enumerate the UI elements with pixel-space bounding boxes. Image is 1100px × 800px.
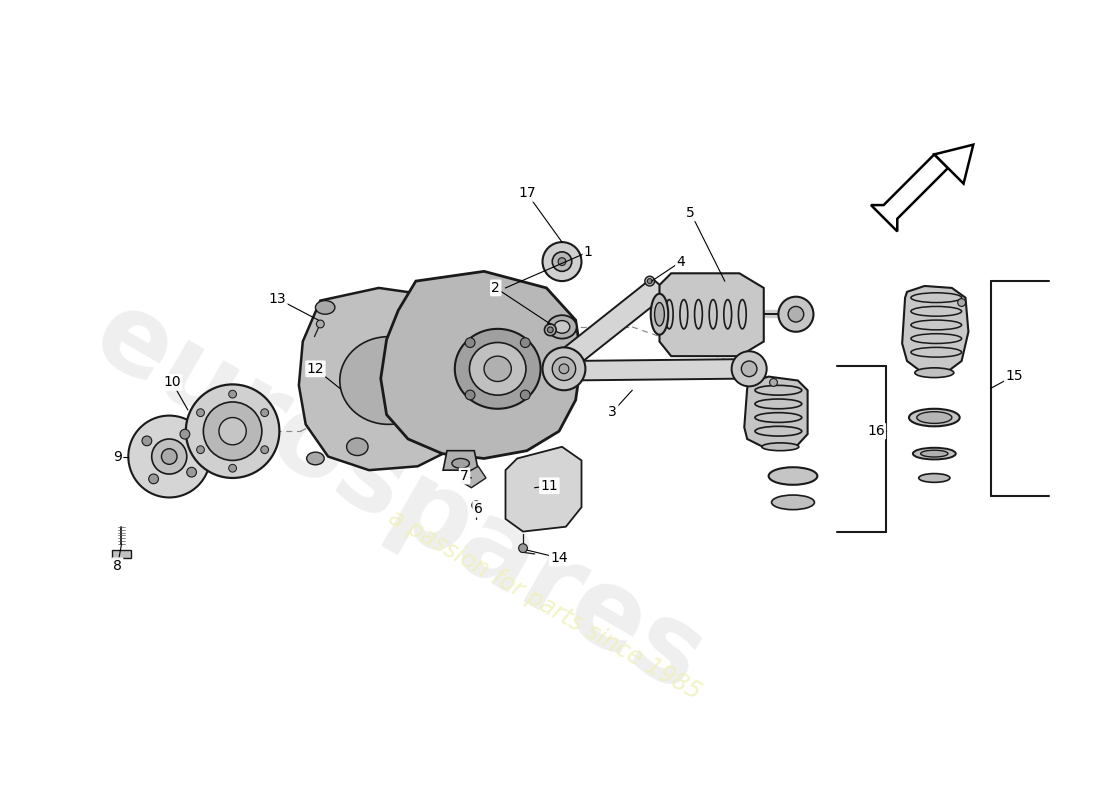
Text: 16: 16 bbox=[867, 424, 884, 438]
Circle shape bbox=[229, 390, 236, 398]
Circle shape bbox=[647, 278, 652, 283]
Ellipse shape bbox=[654, 302, 664, 326]
Polygon shape bbox=[902, 286, 968, 373]
Ellipse shape bbox=[548, 315, 576, 338]
Ellipse shape bbox=[484, 356, 512, 382]
Ellipse shape bbox=[909, 409, 959, 426]
Ellipse shape bbox=[441, 302, 456, 314]
Circle shape bbox=[465, 338, 475, 347]
Circle shape bbox=[958, 298, 966, 306]
Circle shape bbox=[520, 338, 530, 347]
Circle shape bbox=[788, 306, 804, 322]
Ellipse shape bbox=[921, 450, 948, 457]
Polygon shape bbox=[299, 288, 484, 470]
Ellipse shape bbox=[916, 412, 952, 423]
Polygon shape bbox=[462, 466, 486, 488]
Polygon shape bbox=[381, 271, 582, 458]
Circle shape bbox=[148, 474, 158, 484]
Ellipse shape bbox=[651, 294, 668, 334]
Ellipse shape bbox=[769, 467, 817, 485]
Ellipse shape bbox=[452, 458, 470, 468]
Polygon shape bbox=[934, 145, 974, 184]
Circle shape bbox=[162, 449, 177, 464]
Circle shape bbox=[558, 258, 565, 266]
Circle shape bbox=[552, 357, 575, 381]
Text: 3: 3 bbox=[608, 405, 617, 418]
Circle shape bbox=[732, 351, 767, 386]
Ellipse shape bbox=[340, 337, 438, 424]
Circle shape bbox=[548, 327, 553, 333]
Ellipse shape bbox=[316, 301, 334, 314]
Circle shape bbox=[472, 501, 481, 510]
Circle shape bbox=[219, 418, 246, 445]
Text: 17: 17 bbox=[518, 186, 536, 200]
Circle shape bbox=[542, 242, 582, 281]
Text: 2: 2 bbox=[492, 281, 500, 295]
Polygon shape bbox=[660, 274, 763, 356]
Circle shape bbox=[129, 415, 210, 498]
Circle shape bbox=[229, 464, 236, 472]
Circle shape bbox=[552, 252, 572, 271]
Circle shape bbox=[142, 436, 152, 446]
Circle shape bbox=[186, 385, 279, 478]
Circle shape bbox=[779, 297, 814, 332]
Circle shape bbox=[197, 446, 205, 454]
Text: 12: 12 bbox=[307, 362, 324, 376]
Circle shape bbox=[542, 347, 585, 390]
Text: 13: 13 bbox=[268, 292, 286, 306]
Text: a passion for parts since 1985: a passion for parts since 1985 bbox=[384, 505, 705, 704]
Text: 5: 5 bbox=[686, 206, 695, 220]
Circle shape bbox=[204, 402, 262, 461]
Ellipse shape bbox=[554, 321, 570, 334]
Polygon shape bbox=[562, 278, 669, 364]
Text: 11: 11 bbox=[540, 478, 558, 493]
Circle shape bbox=[465, 390, 475, 400]
Circle shape bbox=[187, 467, 197, 477]
Text: 10: 10 bbox=[164, 375, 182, 390]
Circle shape bbox=[544, 324, 557, 336]
Ellipse shape bbox=[771, 495, 814, 510]
Circle shape bbox=[261, 446, 268, 454]
Circle shape bbox=[645, 276, 654, 286]
Polygon shape bbox=[506, 446, 582, 531]
Circle shape bbox=[180, 430, 190, 439]
Ellipse shape bbox=[470, 342, 526, 395]
Ellipse shape bbox=[918, 474, 950, 482]
Ellipse shape bbox=[913, 448, 956, 459]
Polygon shape bbox=[745, 377, 807, 449]
Ellipse shape bbox=[307, 452, 324, 465]
Text: 7: 7 bbox=[460, 469, 469, 483]
Text: 9: 9 bbox=[113, 450, 122, 463]
Text: 4: 4 bbox=[676, 254, 685, 269]
Circle shape bbox=[197, 409, 205, 417]
Ellipse shape bbox=[346, 438, 368, 455]
Circle shape bbox=[317, 320, 324, 328]
Ellipse shape bbox=[454, 329, 540, 409]
Text: eurospares: eurospares bbox=[75, 280, 722, 714]
Text: 6: 6 bbox=[474, 502, 483, 516]
Polygon shape bbox=[112, 550, 131, 558]
Ellipse shape bbox=[915, 368, 954, 378]
Circle shape bbox=[559, 364, 569, 374]
Text: 1: 1 bbox=[584, 245, 593, 259]
Circle shape bbox=[261, 409, 268, 417]
Polygon shape bbox=[871, 154, 948, 231]
Polygon shape bbox=[443, 450, 478, 470]
Circle shape bbox=[741, 361, 757, 377]
Circle shape bbox=[152, 439, 187, 474]
Ellipse shape bbox=[762, 443, 799, 450]
Text: 14: 14 bbox=[550, 551, 568, 565]
Text: 8: 8 bbox=[113, 558, 122, 573]
Polygon shape bbox=[564, 359, 749, 381]
Circle shape bbox=[770, 378, 778, 386]
Text: 15: 15 bbox=[1005, 369, 1023, 382]
Circle shape bbox=[520, 390, 530, 400]
Circle shape bbox=[518, 544, 527, 553]
